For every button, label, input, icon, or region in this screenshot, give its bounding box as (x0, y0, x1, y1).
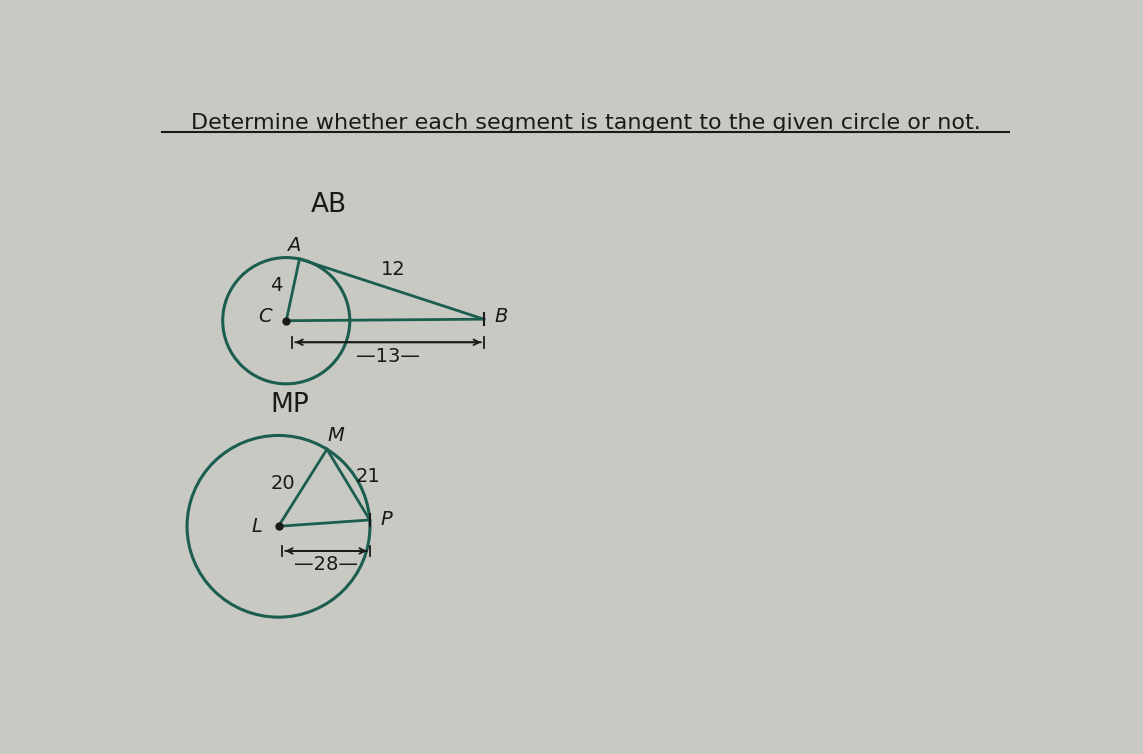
Text: L: L (251, 516, 262, 536)
Text: —13—: —13— (357, 347, 421, 366)
Text: M: M (328, 426, 345, 445)
Text: 4: 4 (270, 277, 282, 296)
Text: 12: 12 (381, 260, 406, 279)
Text: Determine whether each segment is tangent to the given circle or not.: Determine whether each segment is tangen… (191, 113, 981, 133)
Text: A: A (287, 235, 299, 255)
Text: 20: 20 (271, 474, 296, 493)
Text: B: B (494, 308, 507, 326)
Text: P: P (381, 510, 393, 529)
Text: —28—: —28— (294, 555, 358, 575)
Text: 21: 21 (355, 467, 381, 486)
Text: C: C (257, 308, 271, 326)
Text: AB: AB (311, 192, 347, 218)
Text: MP: MP (271, 391, 310, 418)
